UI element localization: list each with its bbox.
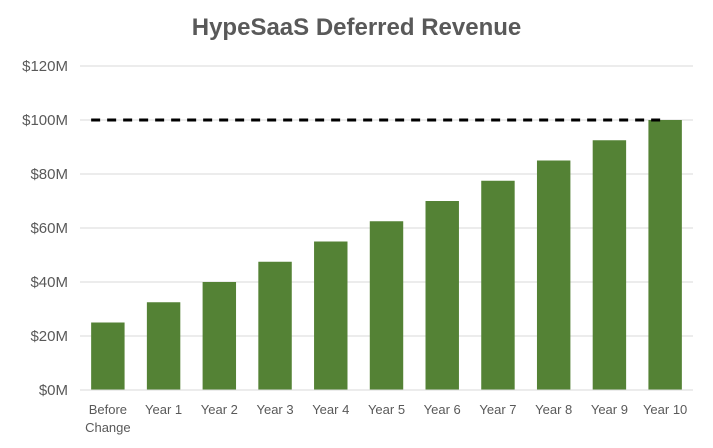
y-tick-label: $40M [30,274,68,291]
x-tick-label: Year 10 [643,402,687,417]
chart-title: HypeSaaS Deferred Revenue [191,14,522,41]
bar [146,302,181,390]
x-tick-label: Year 1 [145,402,182,417]
y-tick-label: $80M [30,166,68,183]
x-tick-label: Year 9 [591,402,628,417]
y-tick-label: $0M [39,382,68,399]
x-tick-label: Year 2 [201,402,238,417]
x-tick-label: Year 4 [312,402,349,417]
bar [592,140,627,390]
y-tick-label: $20M [30,328,68,345]
x-tick-label: Year 5 [368,402,405,417]
bar [648,120,682,390]
bar [481,180,515,390]
x-tick-label: Before Change [85,402,131,435]
y-tick-label: $120M [22,58,68,75]
bar [536,160,571,390]
bar [202,282,237,390]
bar [258,261,292,390]
x-tick-label: Year 8 [535,402,572,417]
bar [314,241,348,390]
y-tick-label: $100M [22,112,68,129]
bar [425,201,459,390]
y-tick-label: $60M [30,220,68,237]
x-tick-label: Year 7 [479,402,516,417]
x-tick-label: Year 3 [256,402,293,417]
bar [369,221,404,390]
bar [91,322,125,390]
x-tick-label: Year 6 [424,402,461,417]
